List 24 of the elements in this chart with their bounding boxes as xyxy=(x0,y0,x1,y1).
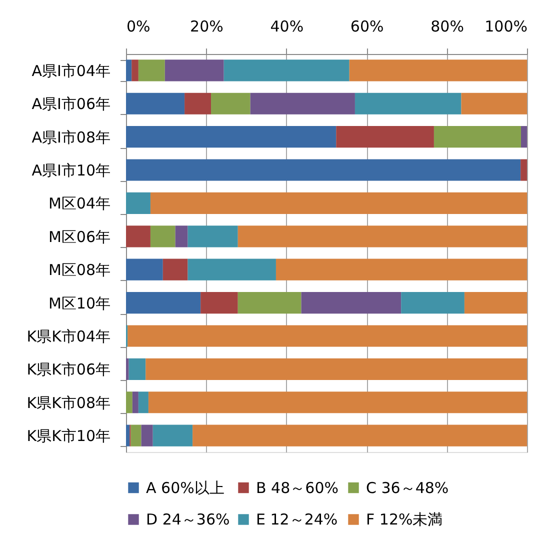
y-tick-label: K県K市06年 xyxy=(26,360,110,379)
y-tick-label: A県I市10年 xyxy=(32,162,110,180)
legend-label: D 24～36% xyxy=(146,510,230,528)
y-tick-label: A県I市04年 xyxy=(32,62,110,80)
y-tick-label: M区08年 xyxy=(48,261,110,280)
legend-label: B 48～60% xyxy=(256,478,338,497)
x-tick-label: 20% xyxy=(190,18,224,36)
y-tick-label: A県I市06年 xyxy=(32,95,110,114)
x-tick-label: 40% xyxy=(270,18,304,36)
y-tick-label: M区10年 xyxy=(48,294,110,312)
y-tick-label: K県K市10年 xyxy=(26,427,110,446)
legend-label: E 12～24% xyxy=(256,510,338,528)
legend-label: F 12%未満 xyxy=(366,510,443,528)
y-tick-label: M区06年 xyxy=(48,228,110,246)
x-tick-label: 100% xyxy=(484,18,528,36)
legend-label: C 36～48% xyxy=(366,478,449,497)
legend-label: A 60%以上 xyxy=(146,478,224,497)
x-tick-label: 80% xyxy=(430,18,464,36)
y-tick-label: A県I市08年 xyxy=(32,128,110,146)
y-tick-label: K県K市08年 xyxy=(26,394,110,412)
y-tick-label: K県K市04年 xyxy=(26,327,110,346)
x-tick-label: 60% xyxy=(350,18,384,36)
x-tick-label: 0% xyxy=(126,18,150,36)
y-tick-label: M区04年 xyxy=(48,194,110,213)
